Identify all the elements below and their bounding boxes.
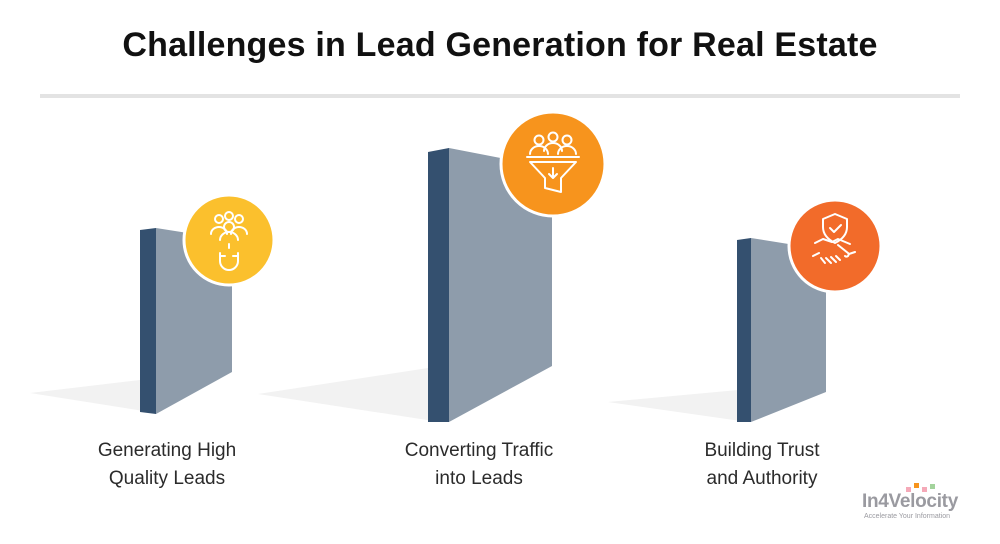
caption-line-1: Generating High: [97, 440, 237, 461]
caption-line-1: Converting Traffic: [404, 440, 554, 461]
caption-converting-traffic: Converting Traffic into Leads: [359, 437, 599, 493]
caption-line-2: into Leads: [435, 468, 523, 489]
caption-line-2: Quality Leads: [108, 468, 226, 489]
wall-shadow-3: [608, 390, 748, 422]
logo-squares-icon: [906, 483, 935, 492]
wall-2: [428, 148, 552, 422]
page-title: Challenges in Lead Generation for Real E…: [122, 26, 878, 64]
shield-handshake-icon: [787, 198, 883, 294]
logo-tagline: Accelerate Your Information: [864, 513, 950, 520]
brand-logo: In4Velocity Accelerate Your Information: [862, 483, 982, 531]
caption-building-trust: Building Trust and Authority: [642, 437, 882, 493]
caption-generating-leads: Generating High Quality Leads: [47, 437, 287, 493]
wall-shadow-1: [30, 380, 150, 412]
people-magnet-icon: [182, 193, 276, 287]
title-divider: [40, 94, 960, 98]
caption-line-2: and Authority: [706, 468, 818, 489]
people-funnel-icon: [499, 110, 607, 218]
wall-shadow-2: [258, 368, 440, 422]
caption-line-1: Building Trust: [704, 440, 820, 461]
logo-name: In4Velocity: [862, 491, 958, 512]
